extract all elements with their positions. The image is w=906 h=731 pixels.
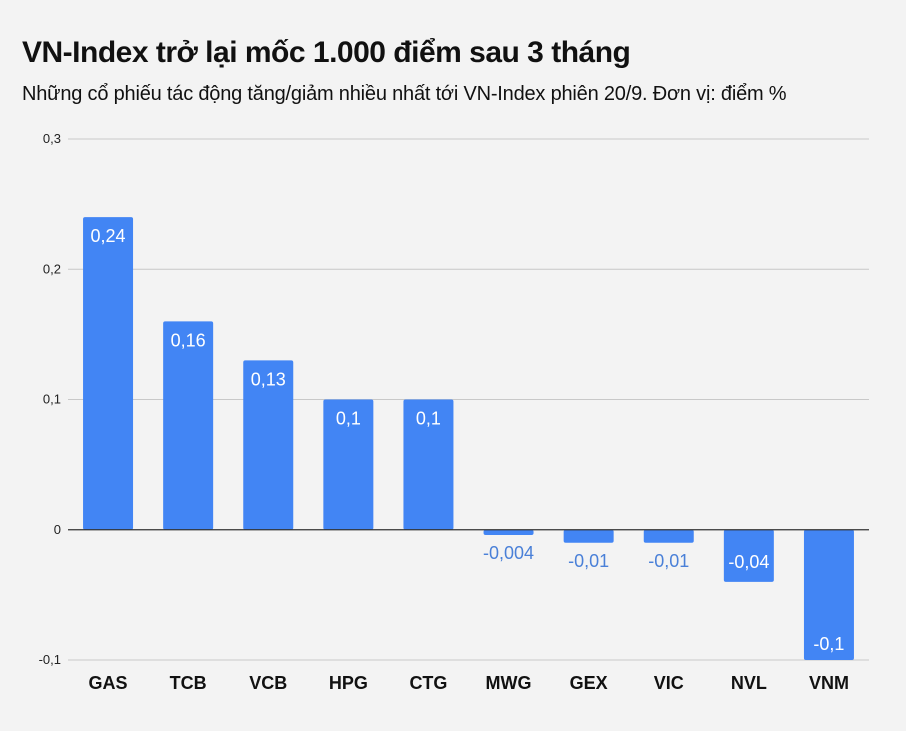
x-axis: GAS TCB VCB HPG CTG MWG GEX VIC NVL VNM [89, 673, 849, 693]
bar-value-label: -0,01 [568, 551, 609, 571]
x-tick-label: TCB [170, 673, 207, 693]
bar-mwg: -0,004 [483, 529, 534, 563]
y-tick-label: -0,1 [39, 652, 61, 667]
bar-value-label: 0,1 [416, 409, 441, 429]
bar-value-label: 0,13 [251, 369, 286, 389]
y-tick-label: 0,2 [43, 261, 61, 276]
y-tick-label: 0 [54, 522, 61, 537]
chart-subtitle: Những cổ phiếu tác động tăng/giảm nhiều … [22, 83, 787, 105]
x-tick-label: VCB [249, 673, 287, 693]
x-tick-label: VIC [654, 673, 684, 693]
x-tick-label: GAS [89, 673, 128, 693]
bar-value-label: -0,1 [813, 634, 844, 654]
y-axis: -0,1 0 0,1 0,2 0,3 [39, 131, 61, 667]
bars: 0,24 0,16 0,13 0,1 0,1 -0,004 -0,01 -0,01 -0,04 -… [83, 217, 854, 660]
bar-value-label: 0,24 [91, 226, 126, 246]
bar-value-label: 0,1 [336, 409, 361, 429]
x-tick-label: VNM [809, 673, 849, 693]
bar-value-label: 0,16 [171, 330, 206, 350]
y-tick-label: 0,1 [43, 392, 61, 407]
x-tick-label: MWG [486, 673, 532, 693]
x-tick-label: NVL [731, 673, 767, 693]
x-tick-label: CTG [409, 673, 447, 693]
bar-ctg: 0,1 [403, 399, 454, 530]
bar-value-label: -0,004 [483, 543, 534, 563]
bar-value-label: -0,04 [728, 552, 769, 572]
bar-vic: -0,01 [643, 529, 694, 571]
bar-gex: -0,01 [563, 529, 614, 571]
x-tick-label: GEX [570, 673, 608, 693]
bar-vcb: 0,13 [243, 360, 294, 530]
bar-nvl: -0,04 [723, 529, 774, 582]
bar-hpg: 0,1 [323, 399, 374, 530]
x-tick-label: HPG [329, 673, 368, 693]
bar-tcb: 0,16 [163, 321, 214, 530]
bar-gas: 0,24 [83, 217, 134, 530]
y-tick-label: 0,3 [43, 131, 61, 146]
bar-vnm: -0,1 [803, 529, 854, 660]
bar-value-label: -0,01 [648, 551, 689, 571]
chart-title: VN-Index trở lại mốc 1.000 điểm sau 3 th… [22, 36, 631, 69]
